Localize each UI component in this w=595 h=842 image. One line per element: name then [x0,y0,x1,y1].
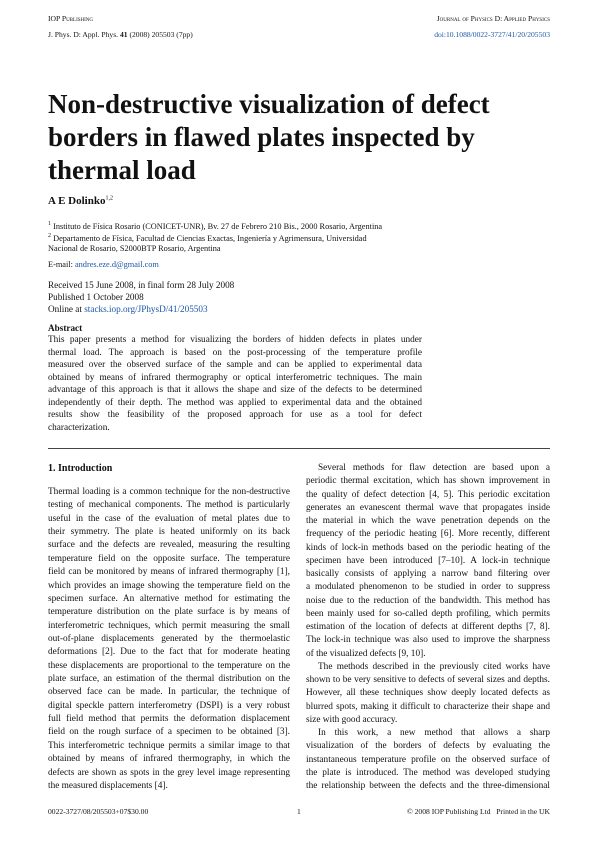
text-line: noise due to the reduction of the bandwi… [306,595,550,606]
citation-journal: J. Phys. D: Appl. Phys. [48,30,119,39]
text-line: kinds of lock-in methods based on the pe… [306,542,550,553]
text-line: temperature distribution on the plate su… [48,607,290,618]
title-line: borders in flawed plates inspected by [48,122,475,152]
text-line: visualization of the borders of defects … [306,741,550,752]
text-line: instantaneous temperature profile on the… [306,754,550,765]
text-line: results show the feasibility of the prop… [48,410,422,420]
text-line: field on the rough surface of a specimen… [48,727,290,738]
text-line: of the visualized defects [9, 10]. [306,648,426,659]
text-line: This interferometric technique permits a… [48,740,290,751]
text-line: which provides an image showing the temp… [48,580,290,591]
text-line: full field method that permits the defor… [48,714,290,725]
text-line: generates an evanescent thermal wave tha… [306,502,550,513]
printed: Printed in the UK [496,807,550,816]
text-line: been mainly used for so-called depth pro… [306,608,550,619]
online-label: Online at [48,304,82,314]
received: Received 15 June 2008, in final form 28 … [48,280,235,290]
author-name: A E Dolinko [48,195,106,207]
title-line: Non-destructive visualization of defect [48,89,490,119]
text-line: the relationship between the defects and… [306,781,550,791]
text-line: advantage of this approach is that it al… [48,385,422,395]
abstract-heading: Abstract [48,323,83,333]
citation-volume: 41 [119,30,128,39]
text-line: out-of-plane displacements generated by … [48,633,290,644]
text-line: However, all these techniques show deepl… [306,688,550,699]
text-line: plate surface, an estimation of the ther… [48,674,290,685]
email-label: E-mail: [48,260,73,269]
text-line: The lock-in technique was also used to i… [306,635,550,646]
text-line: temperature field on the opposite surfac… [48,553,290,564]
copyright: © 2008 IOP Publishing Ltd [406,807,491,816]
text-line: useful in the case of the evaluation of … [48,513,290,524]
text-line: specimen have been introduced [7–10]. A … [306,555,550,566]
email-address[interactable]: andres.eze.d@gmail.com [74,260,159,269]
text-line: frequency of the periodic heating [6]. M… [306,529,550,540]
footer-right: © 2008 IOP Publishing Ltd Printed in the… [407,807,550,816]
citation: J. Phys. D: Appl. Phys. 41 (2008) 205503… [48,30,193,39]
text-line: these displacements are proportional to … [48,660,290,671]
text-line: interferometric techniques, which permit… [48,620,290,631]
text-line: the measured displacements [4]. [48,780,168,791]
text-line: obtained by means of infrared thermograp… [48,754,290,765]
text-line: shown to be very sensitive to defects of… [306,675,550,685]
text-line: the material in which the wave penetrati… [306,516,550,526]
text-line: digital speckle pattern interferometry (… [48,700,290,711]
text-line: the plate is introduced. The method was … [306,767,550,778]
text-line: measured over the observed surface of th… [48,360,422,370]
footer-code: 0022-3727/08/205503+07$30.00 [48,807,149,816]
affiliation: 2 Departamento de Física, Facultad de Ci… [48,233,367,243]
text-line: specimen surface. An alternative method … [48,593,290,604]
author: A E Dolinko1,2 [48,195,113,207]
citation-rest: (2008) 205503 (7pp) [129,30,193,39]
text-line: The methods described in the previously … [318,661,550,672]
affiliation: 1 Instituto de Física Rosario (CONICET-U… [48,221,382,231]
text-line: periodic thermal excitation, which has s… [306,476,550,487]
text-line: Thermal loading is a common technique fo… [48,487,290,497]
doi[interactable]: doi:10.1088/0022-3727/41/20/205503 [434,30,550,39]
affiliation-text: Departamento de Física, Facultad de Cien… [53,233,367,243]
title-line: thermal load [48,155,196,185]
author-marks: 1,2 [105,195,113,202]
text-line: a modulated phenomenon to be studied in … [306,582,550,593]
text-line: blurred spots, making it difficult to ch… [306,701,550,712]
text-line: characterization. [48,422,110,433]
text-line: In this work, a new method that allows a… [318,728,550,738]
affiliation-mark: 2 [48,233,51,239]
affiliation-text: Nacional de Rosario, S2000BTP Rosario, A… [48,244,221,253]
text-line: Several methods for flaw detection are b… [318,463,550,473]
text-line: defects are shown as spots in the grey l… [48,767,290,778]
rule [48,448,550,449]
text-line: deformations [2]. Due to the fact that f… [48,647,290,658]
text-line: surface and the defects are revealed, me… [48,540,290,551]
text-line: field can be monitored by means of infra… [48,567,290,578]
section-heading: 1. Introduction [48,463,113,474]
text-line: size with good accuracy. [306,714,398,725]
text-line: their symmetry. The plate is heated unif… [48,527,290,538]
page-number: 1 [297,807,301,816]
text-line: This paper presents a method for visuali… [48,335,422,345]
publisher: IOP Publishing [48,14,94,23]
email: E-mail: andres.eze.d@gmail.com [48,260,159,269]
text-line: thermal load. The approach is based on t… [48,347,422,358]
online: Online at stacks.iop.org/JPhysD/41/20550… [48,304,208,314]
text-line: independently of their depth. The method… [48,397,422,408]
affiliation-mark: 1 [48,221,51,227]
published: Published 1 October 2008 [48,292,144,302]
text-line: estimation of the location of defects at… [306,622,550,632]
text-line: the quality of defect detection [4, 5]. … [306,489,550,500]
text-line: observed face can be made. In particular… [48,687,290,698]
text-line: obtained by means of infrared thermograp… [48,372,422,383]
journal: Journal of Physics D: Applied Physics [436,14,550,23]
online-url[interactable]: stacks.iop.org/JPhysD/41/205503 [84,304,208,314]
text-line: testing of mechanical components. The me… [48,500,290,511]
text-line: basically consists of applying a narrow … [306,569,550,579]
affiliation-text: Instituto de Física Rosario (CONICET-UNR… [53,221,383,231]
